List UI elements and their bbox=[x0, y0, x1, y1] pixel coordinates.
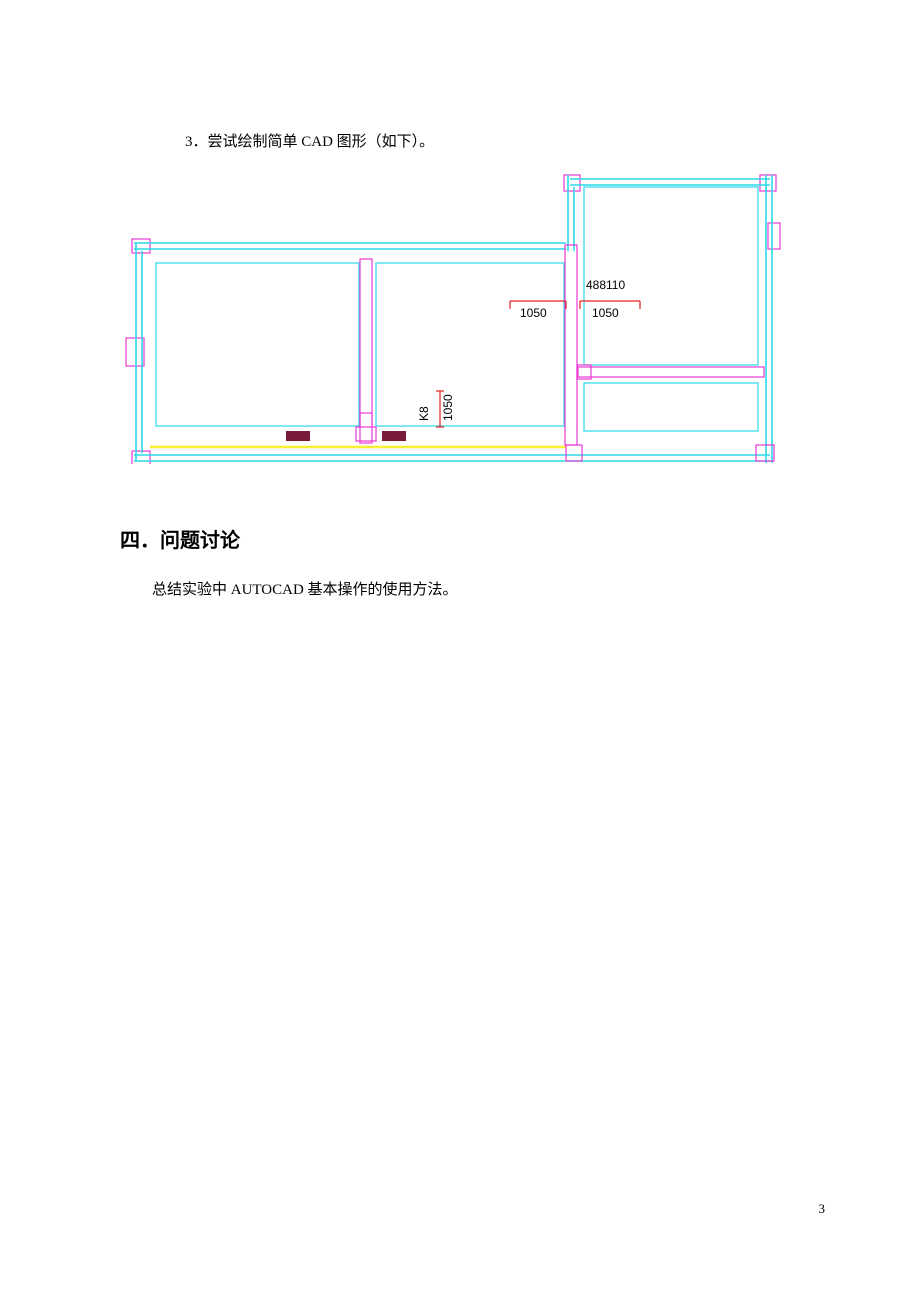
cad-diagram: 488110 1050 1050 K8 1050 bbox=[120, 169, 785, 464]
svg-text:488110: 488110 bbox=[586, 278, 625, 292]
svg-text:1050: 1050 bbox=[441, 394, 455, 421]
svg-text:1050: 1050 bbox=[520, 306, 547, 320]
page-number: 3 bbox=[819, 1201, 826, 1217]
svg-text:1050: 1050 bbox=[592, 306, 619, 320]
cad-svg: 488110 1050 1050 K8 1050 bbox=[120, 169, 785, 464]
intro-text: 3．尝试绘制简单 CAD 图形（如下）。 bbox=[185, 130, 800, 151]
svg-text:K8: K8 bbox=[417, 406, 431, 421]
section-body: 总结实验中 AUTOCAD 基本操作的使用方法。 bbox=[152, 578, 800, 599]
page-content: 3．尝试绘制简单 CAD 图形（如下）。 488110 1050 1050 K8 105… bbox=[0, 0, 920, 659]
section-heading: 四．问题讨论 bbox=[120, 524, 800, 553]
